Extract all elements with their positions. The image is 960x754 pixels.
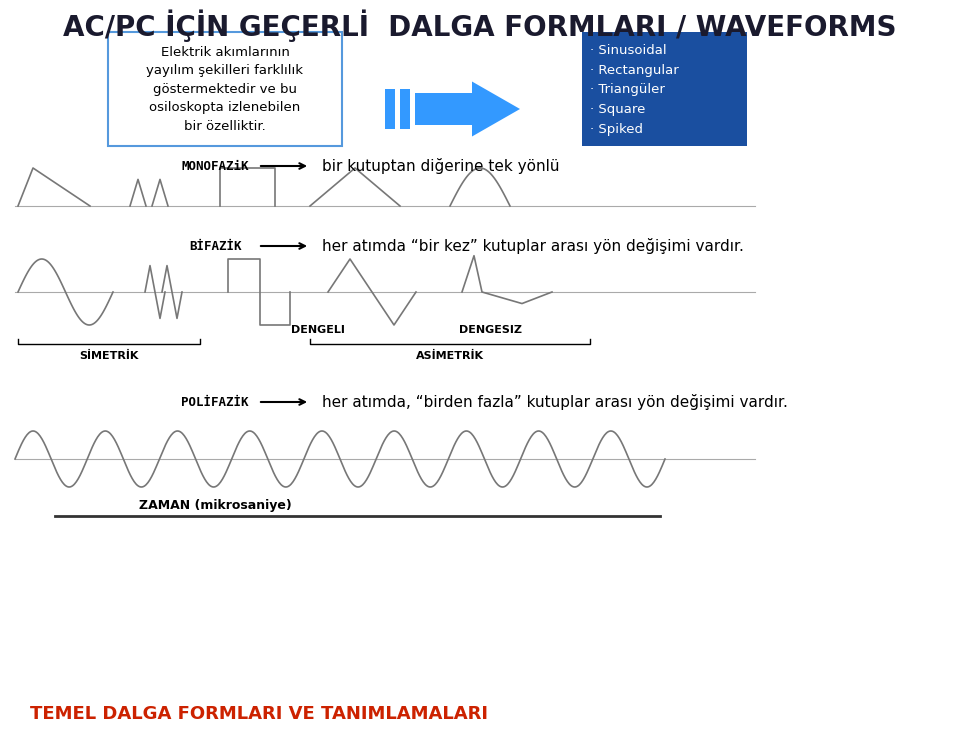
Text: Elektrik akımlarının
yayılım şekilleri farklılık
göstermektedir ve bu
osiloskopt: Elektrik akımlarının yayılım şekilleri f… (147, 45, 303, 133)
Bar (400, 89, 410, 129)
Text: BİFAZİK: BİFAZİK (189, 240, 241, 253)
Text: POLİFAZİK: POLİFAZİK (181, 396, 249, 409)
Text: TEMEL DALGA FORMLARI VE TANIMLAMALARI: TEMEL DALGA FORMLARI VE TANIMLAMALARI (30, 705, 488, 723)
Text: bir kutuptan diğerine tek yönlü: bir kutuptan diğerine tek yönlü (322, 158, 560, 174)
Text: DENGELI: DENGELI (291, 325, 345, 335)
Text: DENGESIZ: DENGESIZ (459, 325, 521, 335)
Text: her atımda, “birden fazla” kutuplar arası yön değişimi vardır.: her atımda, “birden fazla” kutuplar aras… (322, 394, 788, 410)
Bar (385, 89, 395, 129)
Text: · Sinusoidal
· Rectangular
· Triangüler
· Square
· Spiked: · Sinusoidal · Rectangular · Triangüler … (590, 44, 679, 136)
FancyArrow shape (415, 81, 520, 136)
Text: SİMETRİK: SİMETRİK (80, 351, 138, 361)
FancyBboxPatch shape (582, 32, 747, 146)
Text: MONOFAZiK: MONOFAZiK (181, 160, 249, 173)
Text: AC/PC İÇİN GEÇERLİ  DALGA FORMLARI / WAVEFORMS: AC/PC İÇİN GEÇERLİ DALGA FORMLARI / WAVE… (63, 10, 897, 42)
Text: ZAMAN (mikrosaniye): ZAMAN (mikrosaniye) (138, 499, 292, 513)
FancyBboxPatch shape (108, 32, 342, 146)
Text: ASİMETRİK: ASİMETRİK (416, 351, 484, 361)
Text: her atımda “bir kez” kutuplar arası yön değişimi vardır.: her atımda “bir kez” kutuplar arası yön … (322, 238, 744, 254)
